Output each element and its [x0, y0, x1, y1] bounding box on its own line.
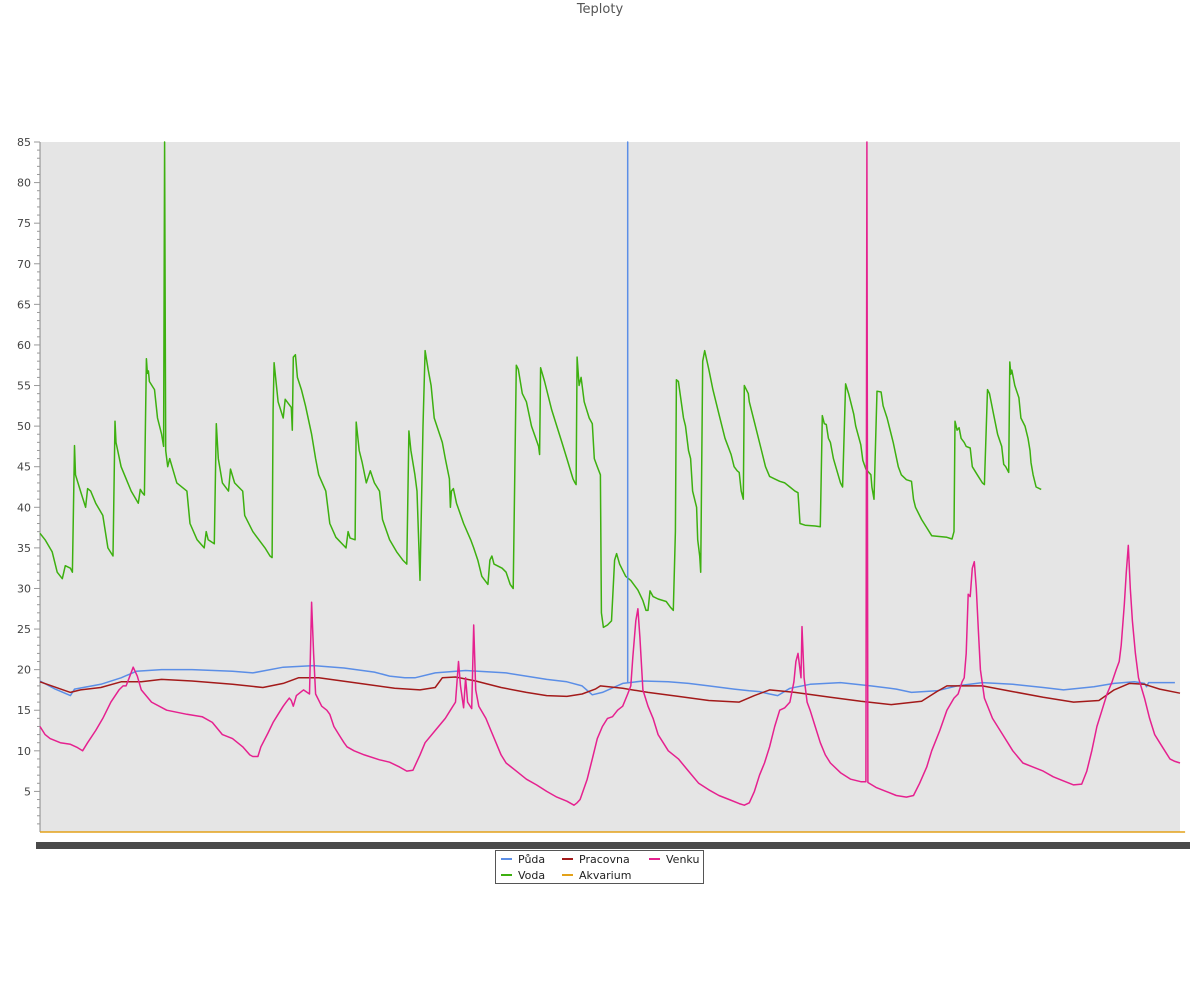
legend-swatch-pracovna	[562, 858, 573, 860]
series-line-pracovna	[39, 676, 1181, 706]
legend-label-pracovna: Pracovna	[579, 853, 630, 866]
legend-swatch-voda	[501, 874, 512, 876]
legend-label-venku: Venku	[666, 853, 700, 866]
plot-background	[40, 142, 1180, 832]
legend-swatch-venku	[649, 858, 660, 860]
legend-item-puda: Půda	[501, 853, 545, 866]
y-tick-label: 70	[17, 258, 31, 271]
y-tick-label: 30	[17, 582, 31, 595]
legend-item-venku: Venku	[649, 853, 699, 866]
legend-item-voda: Voda	[501, 869, 545, 882]
legend-label-voda: Voda	[518, 869, 546, 882]
y-tick-label: 80	[17, 177, 31, 190]
y-tick-label: 75	[17, 217, 31, 230]
series-line-p-da	[39, 664, 1175, 697]
legend: Půda Pracovna Venku Voda Akvarium	[495, 850, 704, 884]
y-tick-label: 25	[17, 623, 31, 636]
series-line-voda	[39, 141, 1042, 629]
legend-label-akvarium: Akvarium	[579, 869, 632, 882]
y-axis: 5 10 15 20 25 30 35 40 45 50 55 60 65 70 75 80 85	[17, 136, 41, 832]
legend-label-puda: Půda	[518, 853, 546, 866]
y-tick-label: 60	[17, 339, 31, 352]
legend-item-pracovna: Pracovna	[562, 853, 630, 866]
x-tick-band	[36, 842, 1190, 849]
x-axis	[36, 831, 1190, 849]
y-tick-label: 5	[24, 785, 31, 798]
y-tick-label: 85	[17, 136, 31, 149]
y-tick-label: 45	[17, 461, 31, 474]
y-tick-label: 20	[17, 664, 31, 677]
y-tick-label: 35	[17, 542, 31, 555]
series-layer	[39, 141, 1186, 833]
y-tick-label: 50	[17, 420, 31, 433]
y-tick-label: 65	[17, 298, 31, 311]
chart-title: Teploty	[576, 2, 624, 17]
series-line-venku	[39, 141, 1181, 806]
legend-swatch-akvarium	[562, 874, 573, 876]
y-tick-label: 40	[17, 501, 31, 514]
y-tick-label: 55	[17, 380, 31, 393]
legend-item-akvarium: Akvarium	[562, 869, 631, 882]
y-tick-label: 10	[17, 745, 31, 758]
y-tick-label: 15	[17, 704, 31, 717]
legend-swatch-puda	[501, 858, 512, 860]
